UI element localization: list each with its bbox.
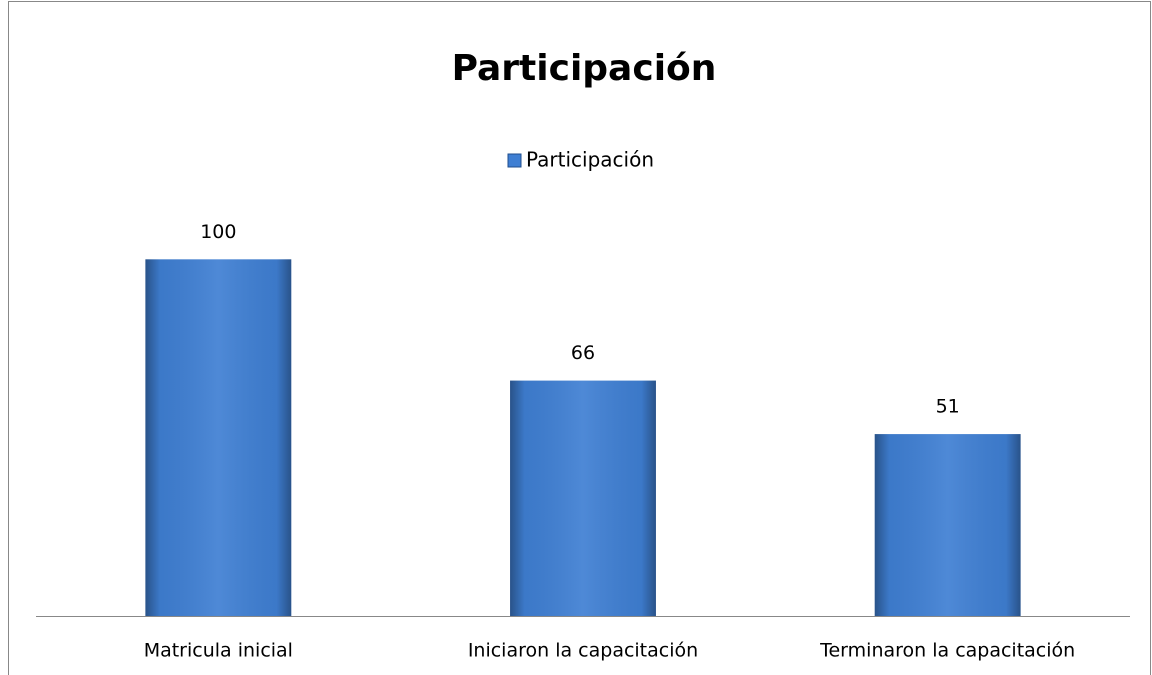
data-label: 100 (200, 221, 236, 243)
x-tick-label: Iniciaron la capacitación (468, 640, 698, 662)
x-tick-label: Matricula inicial (144, 640, 293, 662)
chart-title: Participación (452, 48, 717, 89)
bar-shade (874, 434, 1021, 616)
bar-shade (510, 380, 656, 616)
legend-label: Participación (526, 148, 654, 172)
data-label: 51 (936, 396, 960, 418)
bar-shade (145, 259, 292, 616)
x-tick-label: Terminaron la capacitación (819, 640, 1075, 662)
chart-border (8, 1, 1151, 675)
legend-swatch (507, 153, 522, 168)
data-label: 66 (571, 342, 595, 364)
